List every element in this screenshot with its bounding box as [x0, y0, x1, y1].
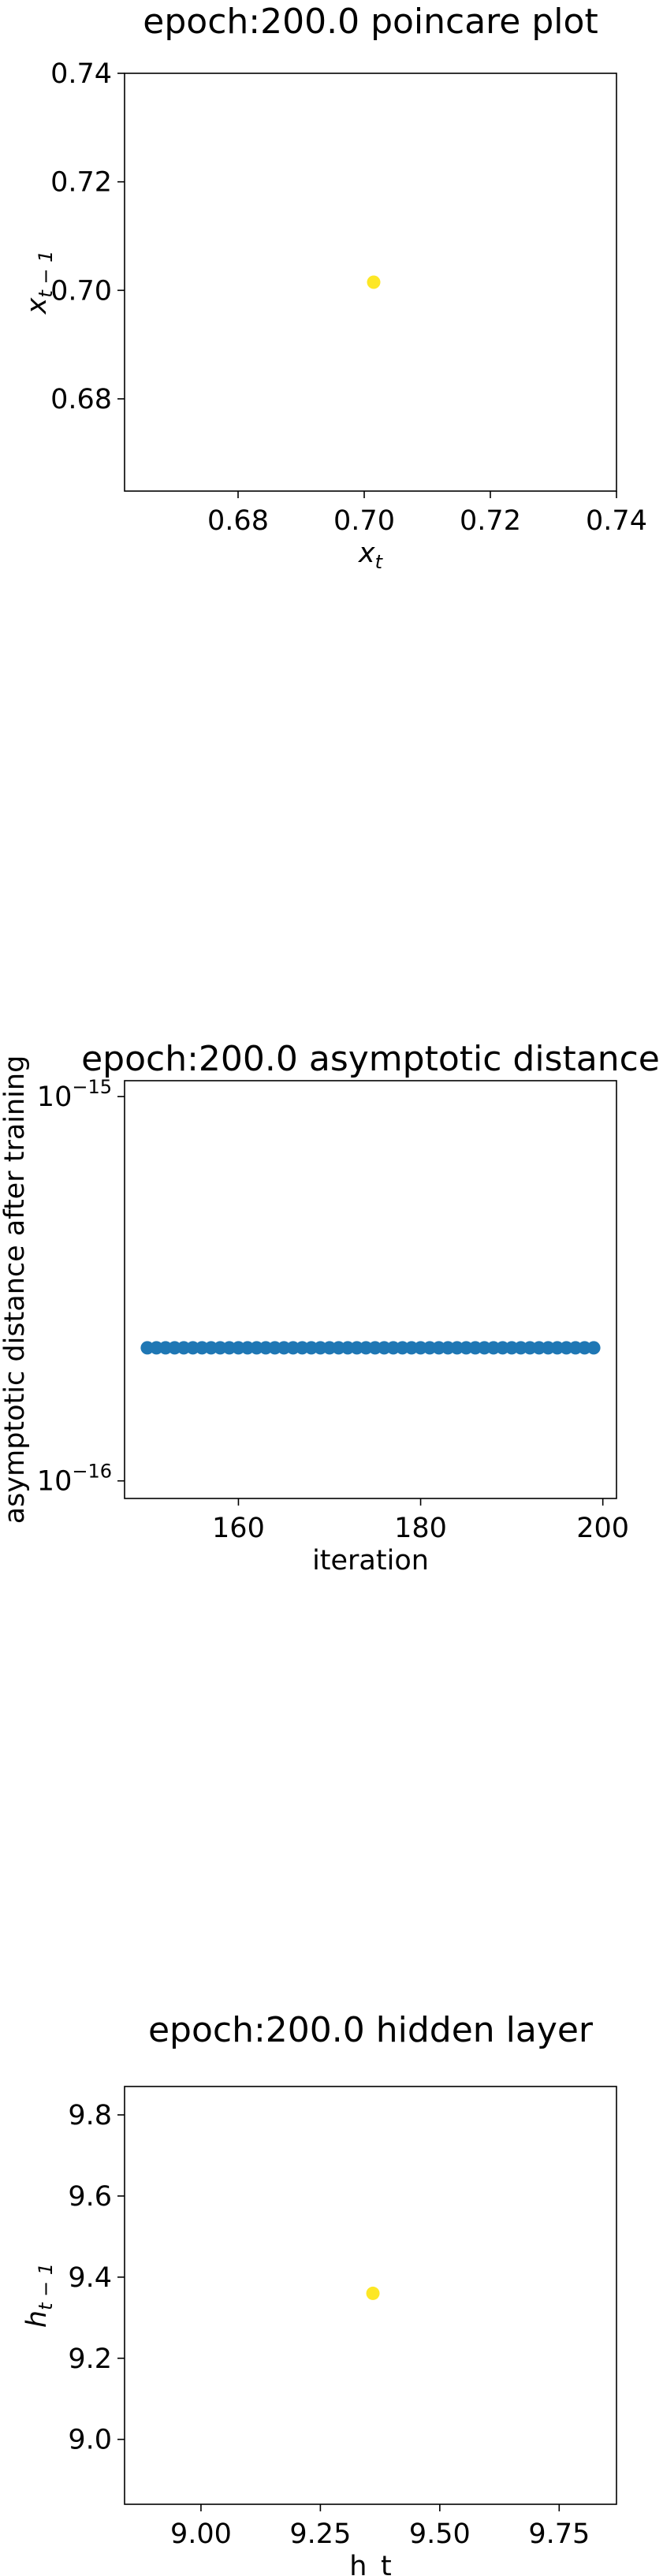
y-tick-label: 10−16	[37, 1461, 112, 1498]
x-tick-label: 0.68	[207, 505, 269, 537]
y-tick-label: 9.0	[68, 2425, 112, 2456]
y-axis-label-main: h	[21, 2310, 53, 2328]
x-tick-label: 180	[394, 1513, 447, 1544]
y-tick-label: 9.8	[68, 2100, 112, 2131]
y-tick-base: 10	[37, 1081, 73, 1113]
x-tick-label: 160	[212, 1513, 265, 1544]
plot-frame	[124, 1080, 617, 1499]
y-axis-label-main: x	[21, 297, 53, 315]
x-axis-label: xt	[358, 538, 384, 573]
y-axis-label: ht − 1	[21, 2263, 57, 2328]
y-tick-exponent: −16	[72, 1461, 112, 1483]
data-point	[366, 2286, 380, 2300]
y-axis-label-sub: t − 1	[35, 251, 57, 298]
x-axis-label-sub: t	[375, 551, 384, 573]
y-tick-exponent: −15	[72, 1076, 112, 1098]
y-tick-label: 0.70	[50, 275, 112, 307]
y-tick-label: 0.68	[50, 384, 112, 415]
x-tick-label: 9.25	[289, 2518, 351, 2550]
x-axis-label: h_t	[349, 2551, 391, 2576]
chart-title: epoch:200.0 hidden layer	[148, 2010, 594, 2050]
y-tick-label: 0.74	[50, 58, 112, 90]
x-tick-label: 9.75	[528, 2518, 590, 2550]
x-tick-label: 9.00	[170, 2518, 232, 2550]
x-axis-label-main: x	[358, 538, 375, 569]
chart-title: epoch:200.0 asymptotic distance	[81, 1039, 660, 1079]
y-tick-label: 9.4	[68, 2262, 112, 2294]
x-tick-label: 0.74	[586, 505, 647, 537]
x-tick-label: 200	[576, 1513, 629, 1544]
x-tick-label: 9.50	[409, 2518, 471, 2550]
y-tick-base: 10	[37, 1466, 73, 1498]
y-tick-label: 0.72	[50, 167, 112, 199]
x-tick-label: 0.70	[333, 505, 395, 537]
y-axis-label: xt − 1	[21, 251, 57, 315]
plot-frame	[124, 2086, 617, 2505]
chart-title: epoch:200.0 poincare plot	[143, 2, 598, 42]
y-axis-label-sub: t − 1	[35, 2263, 57, 2310]
chart-1: epoch:200.0 poincare plot 0.68 0.70 0.72 0.7…	[21, 2, 647, 573]
data-point	[367, 275, 381, 289]
y-axis-label: asymptotic distance after training	[0, 1055, 31, 1524]
y-tick-label: 9.2	[68, 2343, 112, 2375]
data-point	[587, 1341, 601, 1355]
chart-2: epoch:200.0 asymptotic distance 160 180 200…	[0, 1039, 660, 1576]
x-axis-label: iteration	[312, 1545, 429, 1576]
y-tick-label: 9.6	[68, 2181, 112, 2213]
y-tick-label: 10−15	[37, 1076, 112, 1113]
x-tick-label: 0.72	[460, 505, 521, 537]
plot-frame	[124, 73, 617, 492]
chart-3: epoch:200.0 hidden layer 9.00 9.25 9.50 9.75…	[21, 2010, 617, 2576]
